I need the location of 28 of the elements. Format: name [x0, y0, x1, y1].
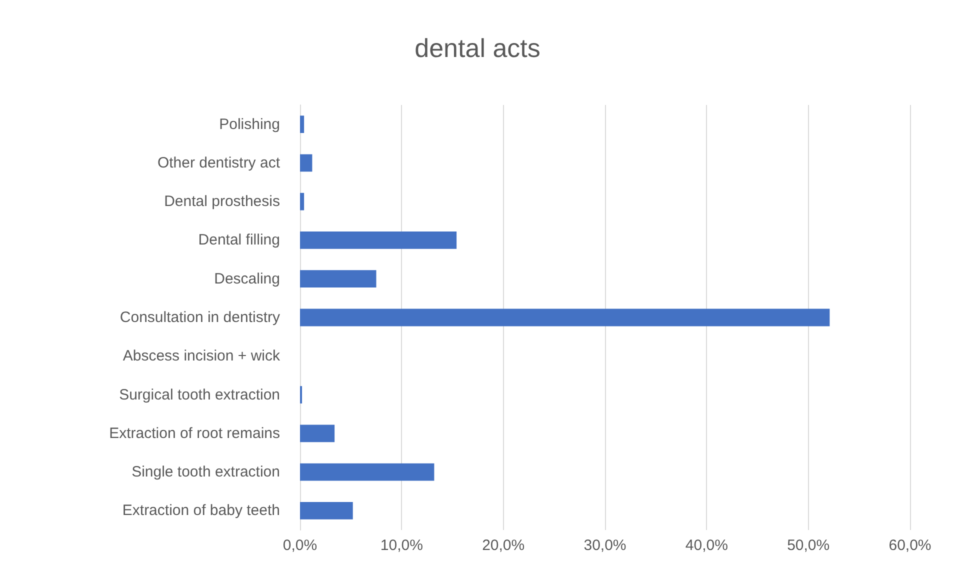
bar — [300, 192, 304, 210]
x-tick-label: 40,0% — [685, 537, 728, 554]
x-tick-label: 30,0% — [584, 537, 626, 554]
y-tick-label: Polishing — [219, 116, 280, 133]
bar — [300, 154, 312, 172]
x-tick-label: 0,0% — [282, 537, 318, 554]
x-tick-label: 50,0% — [787, 537, 830, 554]
y-tick-label: Surgical tooth extraction — [119, 386, 280, 404]
bar — [300, 270, 376, 288]
bar — [300, 424, 335, 442]
y-tick-label: Single tooth extraction — [132, 464, 280, 481]
y-tick-label: Abscess incision + wick — [122, 348, 280, 365]
bar — [300, 116, 304, 134]
x-tick-label: 20,0% — [482, 537, 525, 554]
y-tick-label: Other dentistry act — [157, 154, 281, 172]
bar — [300, 463, 434, 481]
y-tick-label: Dental filling — [198, 232, 280, 249]
bar — [300, 308, 830, 326]
bar — [300, 232, 457, 249]
y-tick-label: Dental prosthesis — [164, 193, 280, 210]
chart-title: dental acts — [414, 33, 540, 63]
y-tick-label: Extraction of baby teeth — [122, 502, 280, 520]
y-tick-label: Descaling — [214, 270, 280, 288]
y-tick-label: Consultation in dentistry — [120, 309, 280, 326]
bar — [300, 502, 353, 520]
x-tick-label: 10,0% — [380, 537, 423, 554]
x-tick-label: 60,0% — [888, 537, 932, 554]
y-tick-label: Extraction of root remains — [109, 424, 280, 442]
